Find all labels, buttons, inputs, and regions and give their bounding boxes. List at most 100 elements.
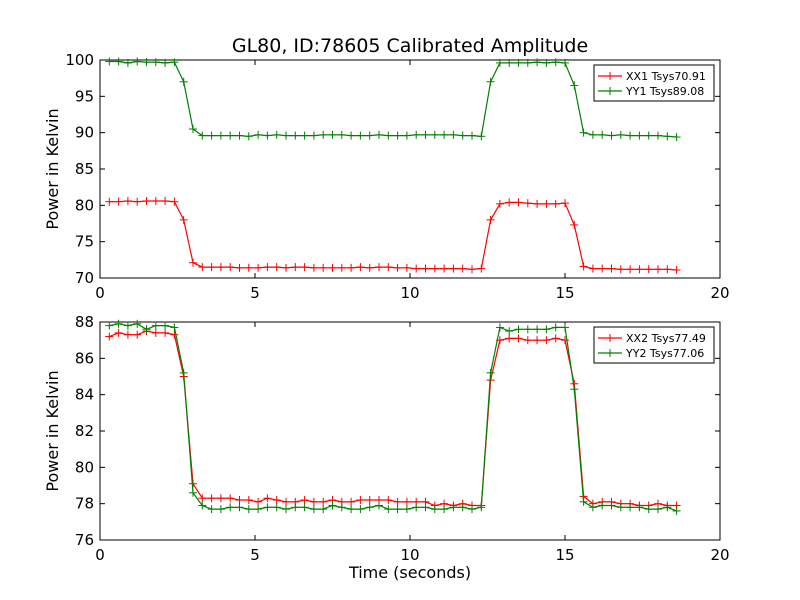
data-point xyxy=(533,199,542,208)
x-tick-label: 10 xyxy=(400,284,419,302)
data-point xyxy=(505,58,514,67)
data-point xyxy=(226,494,235,503)
data-point xyxy=(105,197,114,206)
data-point xyxy=(468,505,476,514)
data-point xyxy=(393,263,402,272)
data-point xyxy=(570,220,579,229)
y-axis-label: Power in Kelvin xyxy=(43,108,62,229)
data-point xyxy=(561,199,569,208)
data-point xyxy=(216,131,225,140)
data-point xyxy=(533,58,542,67)
y-axis-label: Power in Kelvin xyxy=(43,370,62,491)
data-point xyxy=(644,505,653,514)
data-point xyxy=(440,505,449,514)
data-point xyxy=(533,336,542,345)
data-point xyxy=(523,336,532,345)
data-point xyxy=(375,501,383,510)
data-point xyxy=(616,130,625,139)
data-point xyxy=(319,497,328,506)
data-point xyxy=(235,131,244,140)
data-point xyxy=(189,258,197,267)
data-point xyxy=(254,263,263,272)
data-point xyxy=(588,503,597,512)
x-tick-label: 5 xyxy=(250,546,260,564)
legend-item: XX1 Tsys70.91 xyxy=(598,70,706,83)
x-tick-label: 10 xyxy=(400,546,419,564)
data-point xyxy=(170,197,179,206)
data-point xyxy=(123,196,132,205)
legend-item: XX2 Tsys77.49 xyxy=(598,332,706,345)
data-point xyxy=(607,131,616,140)
data-point xyxy=(226,131,235,140)
data-point xyxy=(244,496,253,505)
data-point xyxy=(207,494,216,503)
data-point xyxy=(365,503,374,512)
y-tick-label: 100 xyxy=(65,51,94,69)
data-point xyxy=(384,496,393,505)
data-point xyxy=(533,325,542,334)
data-point xyxy=(672,133,681,142)
data-point xyxy=(105,332,114,341)
data-point xyxy=(505,327,514,336)
legend-box xyxy=(593,64,715,102)
data-point xyxy=(393,497,402,506)
data-point xyxy=(430,130,439,139)
data-point xyxy=(458,503,467,512)
data-point xyxy=(514,58,523,67)
data-point xyxy=(328,130,337,139)
data-point xyxy=(551,199,560,208)
data-point xyxy=(133,330,142,339)
data-point xyxy=(486,215,495,224)
data-point xyxy=(663,265,672,274)
data-point xyxy=(495,199,504,208)
data-point xyxy=(309,497,318,506)
data-point xyxy=(626,265,635,274)
data-point xyxy=(393,131,402,140)
data-point xyxy=(561,336,569,345)
x-tick-label: 20 xyxy=(710,546,729,564)
data-point xyxy=(300,496,309,505)
data-point xyxy=(551,58,560,67)
data-point xyxy=(151,196,160,205)
data-point xyxy=(468,131,476,140)
data-point xyxy=(272,503,281,512)
data-point xyxy=(123,58,132,67)
data-point xyxy=(375,130,383,139)
data-point xyxy=(263,503,272,512)
y-tick-label: 95 xyxy=(75,87,94,105)
data-point xyxy=(263,263,272,272)
data-point xyxy=(514,198,523,207)
data-point xyxy=(579,262,588,271)
data-point xyxy=(505,198,514,207)
data-point xyxy=(477,264,486,273)
data-point xyxy=(654,265,662,274)
data-point xyxy=(477,132,486,141)
data-point xyxy=(458,131,467,140)
data-point xyxy=(384,263,393,272)
data-point xyxy=(384,131,393,140)
data-point xyxy=(282,505,290,514)
data-point xyxy=(337,263,346,272)
data-point xyxy=(142,58,151,67)
data-point xyxy=(282,131,290,140)
data-point xyxy=(254,505,263,514)
data-point xyxy=(440,264,449,273)
data-point xyxy=(672,506,681,515)
data-point xyxy=(598,130,607,139)
data-point xyxy=(635,131,644,140)
data-point xyxy=(356,496,365,505)
data-point xyxy=(133,57,142,66)
data-point xyxy=(244,263,253,272)
data-point xyxy=(337,503,346,512)
data-point xyxy=(189,488,197,497)
data-point xyxy=(300,503,309,512)
top-panel: 0 5 10 15 20 70 75 80 85 90 95 100 Power in Kelvin XX… xyxy=(43,51,730,302)
data-point xyxy=(161,328,170,337)
data-point xyxy=(347,263,356,272)
data-point xyxy=(644,265,653,274)
data-point xyxy=(179,215,188,224)
data-point xyxy=(542,199,551,208)
data-point xyxy=(272,130,281,139)
data-point xyxy=(365,131,374,140)
